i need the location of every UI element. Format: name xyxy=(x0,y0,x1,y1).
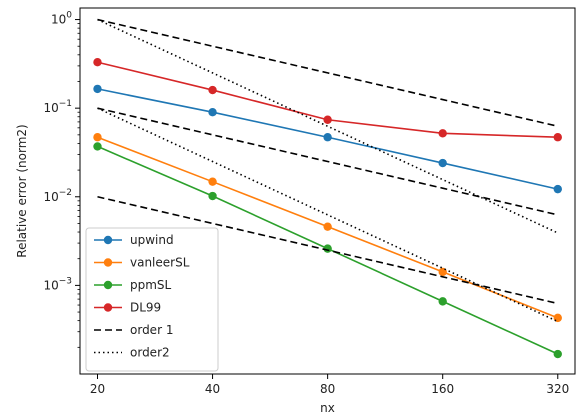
data-point xyxy=(323,115,332,124)
data-point xyxy=(208,85,217,95)
y-tick-label: 10−3 xyxy=(43,276,72,292)
legend-label: upwind xyxy=(130,233,174,247)
y-tick-label: 100 xyxy=(51,11,72,27)
series-order-1 xyxy=(97,18,558,128)
data-point xyxy=(93,58,102,67)
legend-entry: vanleerSL xyxy=(94,256,190,270)
legend-label: vanleerSL xyxy=(130,256,190,270)
x-tick-label: 40 xyxy=(205,382,220,396)
legend-entry: order2 xyxy=(94,346,170,360)
series-ppmSL xyxy=(93,142,562,359)
plot-area xyxy=(79,7,576,375)
series-DL99 xyxy=(93,58,562,142)
data-point xyxy=(553,184,562,194)
data-point xyxy=(208,191,217,201)
legend-entry: order 1 xyxy=(94,323,173,337)
data-point xyxy=(208,108,217,117)
legend-entry: upwind xyxy=(94,233,174,247)
legend-label: DL99 xyxy=(130,301,161,315)
legend-marker xyxy=(103,280,113,290)
data-point xyxy=(93,142,102,151)
data-point xyxy=(323,244,332,253)
legend-label: order 1 xyxy=(130,323,173,337)
series-line xyxy=(97,18,558,128)
y-axis-label: Relative error (norm2) xyxy=(15,124,29,257)
legend-entry: DL99 xyxy=(94,301,161,315)
data-point xyxy=(438,158,447,168)
series-order2 xyxy=(97,18,559,234)
legend-marker xyxy=(103,303,113,312)
data-point xyxy=(323,222,332,231)
data-point xyxy=(553,349,562,359)
data-point xyxy=(438,297,447,306)
x-axis-label: nx xyxy=(320,401,335,415)
series-guide-5 xyxy=(97,107,558,216)
data-point xyxy=(93,84,102,94)
series-line xyxy=(97,107,558,216)
series-upwind xyxy=(93,84,562,194)
data-point xyxy=(438,129,447,138)
data-point xyxy=(553,133,562,142)
series-line xyxy=(97,195,558,305)
legend-marker xyxy=(103,258,113,267)
legend-entry: ppmSL xyxy=(94,278,172,292)
legend-label: ppmSL xyxy=(130,278,172,292)
y-tick-label: 10−2 xyxy=(43,188,72,204)
x-tick-label: 20 xyxy=(90,382,105,396)
series-guide-6 xyxy=(97,195,558,305)
y-axis: 10−3 10−2 10−1 100 xyxy=(43,11,80,348)
x-tick-label: 320 xyxy=(546,382,569,396)
legend: upwind vanleerSL ppmSL DL99 order 1 order2 xyxy=(85,227,219,372)
legend-marker xyxy=(103,235,113,245)
series-line xyxy=(97,18,559,234)
data-point xyxy=(323,133,332,142)
series-vanleerSL xyxy=(93,133,562,323)
data-point xyxy=(93,133,102,142)
data-point xyxy=(208,177,217,186)
x-tick-label: 80 xyxy=(320,382,335,396)
x-tick-label: 160 xyxy=(431,382,454,396)
legend-label: order2 xyxy=(130,346,170,360)
legend-box xyxy=(85,227,219,372)
y-tick-label: 10−1 xyxy=(43,99,72,115)
x-axis: 20 40 80 160 320 xyxy=(90,374,569,396)
